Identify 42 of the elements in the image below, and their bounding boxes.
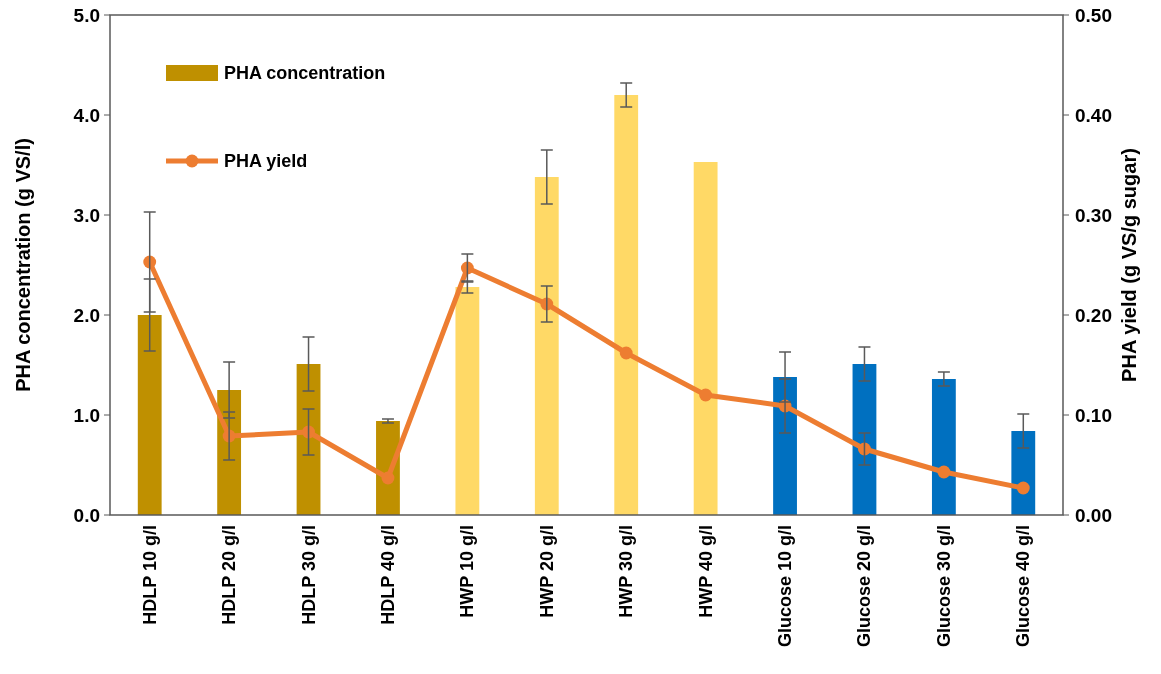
- legend-label: PHA yield: [224, 151, 308, 172]
- bar: [137, 315, 162, 515]
- bar: [693, 162, 718, 515]
- bar: [534, 177, 559, 515]
- point: [619, 346, 633, 360]
- bar: [614, 95, 639, 515]
- y2-tick-label: 0.10: [1075, 404, 1112, 426]
- y2-tick-label: 0.40: [1075, 104, 1112, 126]
- x-tick-label: HDLP 20 g/l: [219, 525, 240, 625]
- x-tick-label: HWP 20 g/l: [536, 525, 557, 618]
- bar: [296, 364, 321, 515]
- x-tick-label: HDLP 40 g/l: [377, 525, 398, 625]
- legend-label: PHA concentration: [224, 63, 386, 84]
- y-tick-label: 2.0: [73, 304, 100, 326]
- point: [1016, 481, 1030, 495]
- x-tick-label: HWP 30 g/l: [616, 525, 637, 618]
- y-tick-label: 4.0: [73, 104, 100, 126]
- y-axis-title: PHA concentration (g VS/l): [12, 138, 34, 392]
- x-tick-label: Glucose 40 g/l: [1013, 525, 1034, 648]
- point: [699, 388, 713, 402]
- x-tick-label: Glucose 20 g/l: [854, 525, 875, 648]
- point: [460, 261, 474, 275]
- y2-tick-label: 0.30: [1075, 204, 1112, 226]
- point: [858, 442, 871, 456]
- y2-tick-label: 0.20: [1075, 304, 1112, 326]
- x-tick-label: HDLP 30 g/l: [298, 525, 319, 625]
- x-tick-label: Glucose 10 g/l: [775, 525, 796, 648]
- point: [381, 471, 395, 485]
- bar: [931, 379, 956, 515]
- x-tick-label: Glucose 30 g/l: [933, 525, 954, 648]
- point: [937, 465, 951, 479]
- y-tick-label: 5.0: [73, 4, 100, 26]
- x-tick-label: HWP 10 g/l: [457, 525, 478, 618]
- y-tick-label: 1.0: [73, 404, 100, 426]
- bar: [455, 287, 480, 515]
- y2-axis-title: PHA yield (g VS/g sugar): [1118, 148, 1140, 382]
- y-tick-label: 0.0: [73, 504, 100, 526]
- y2-tick-label: 0.50: [1075, 4, 1112, 26]
- y2-tick-label: 0.00: [1075, 504, 1112, 526]
- x-tick-label: HWP 40 g/l: [695, 525, 716, 618]
- y-tick-label: 3.0: [73, 204, 100, 226]
- x-tick-label: HDLP 10 g/l: [139, 525, 160, 625]
